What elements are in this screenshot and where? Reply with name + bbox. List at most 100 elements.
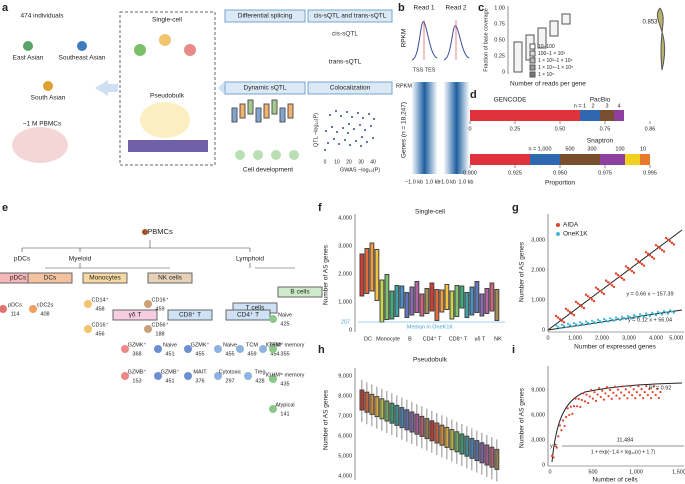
icon <box>652 257 656 260</box>
icon <box>651 390 654 394</box>
label: 1.00 <box>494 5 505 11</box>
shape <box>513 41 523 73</box>
icon <box>622 316 626 320</box>
icon <box>629 385 632 388</box>
icon <box>643 390 646 394</box>
icon <box>610 318 614 321</box>
icon <box>628 268 632 271</box>
bar-segment <box>530 154 560 165</box>
icon <box>594 322 598 325</box>
icon <box>556 325 560 328</box>
box <box>307 81 393 95</box>
label: GZMK⁺ <box>128 341 147 348</box>
icon <box>652 312 656 316</box>
icon <box>578 303 582 307</box>
icon <box>560 323 564 326</box>
icon <box>599 395 602 399</box>
dashed-box <box>119 11 216 166</box>
label: 0 <box>548 469 551 475</box>
icon <box>598 289 602 293</box>
icon <box>634 397 637 400</box>
label: Atypical <box>275 402 294 408</box>
icon <box>648 314 652 318</box>
label: −1.0 kb <box>405 179 423 185</box>
icon <box>355 140 357 142</box>
icon <box>348 123 350 125</box>
shape <box>549 20 559 37</box>
panel-label: h <box>318 344 325 356</box>
label: GENCODE <box>494 97 528 104</box>
bar-segment <box>470 154 530 165</box>
shape <box>247 99 254 115</box>
icon <box>606 320 610 323</box>
label: 4,000 <box>338 215 352 221</box>
icon <box>327 142 329 144</box>
label: 10 <box>334 159 340 165</box>
icon <box>590 388 593 392</box>
label: Number of AS genes <box>323 389 330 450</box>
icon <box>349 144 351 146</box>
icon <box>654 393 657 397</box>
icon <box>594 399 598 402</box>
icon <box>269 405 277 413</box>
icon <box>368 113 370 115</box>
shape <box>404 292 410 318</box>
label: 474 individuals <box>20 13 64 20</box>
shape <box>414 281 420 313</box>
label: 40 <box>370 159 376 165</box>
label: 1,000 <box>629 469 643 475</box>
violin <box>656 7 666 71</box>
label: 1 × 10³–1 × 10⁴ <box>538 58 573 64</box>
label: OneK1K <box>563 231 588 238</box>
label: CD16⁺ <box>152 296 169 303</box>
bar-segment <box>580 110 600 121</box>
icon <box>338 143 340 145</box>
shape <box>434 289 440 321</box>
label: 153 <box>132 378 141 384</box>
icon <box>632 271 636 274</box>
icon <box>632 388 635 391</box>
shape <box>561 13 571 25</box>
label: 0 <box>468 126 471 132</box>
icon <box>580 305 584 308</box>
label: 188 <box>155 331 164 337</box>
label: 455 <box>225 351 234 357</box>
label: Colocalization <box>330 85 371 92</box>
icon <box>333 138 335 140</box>
icon <box>620 277 624 280</box>
label: CD16⁺ <box>92 321 109 328</box>
label: 368 <box>132 351 141 357</box>
icon <box>618 318 622 322</box>
icon <box>590 298 594 301</box>
label: 7,000 <box>338 413 352 419</box>
icon <box>586 321 590 324</box>
icon <box>560 429 563 432</box>
icon <box>672 243 676 246</box>
label: Naive <box>163 342 177 348</box>
icon <box>576 324 580 327</box>
label: 425 <box>280 321 289 327</box>
box <box>307 9 393 23</box>
exon-track <box>128 140 208 152</box>
label: 0 <box>502 69 505 75</box>
icon <box>554 324 558 327</box>
profile <box>443 25 470 61</box>
bar-segment <box>600 110 614 121</box>
icon <box>558 424 561 427</box>
shape <box>444 284 450 310</box>
label: 1 × 10⁵ <box>538 72 554 78</box>
icon <box>582 392 585 395</box>
label: 0.75 <box>600 126 611 132</box>
label: DC <box>364 336 372 342</box>
icon <box>331 126 333 128</box>
icon <box>289 150 299 160</box>
shape <box>167 309 213 321</box>
icon <box>635 391 638 394</box>
shape <box>374 249 380 301</box>
label: 100 <box>615 146 624 152</box>
icon <box>23 41 33 51</box>
icon <box>340 115 342 117</box>
shape <box>529 57 536 64</box>
label: PacBio <box>590 97 611 104</box>
